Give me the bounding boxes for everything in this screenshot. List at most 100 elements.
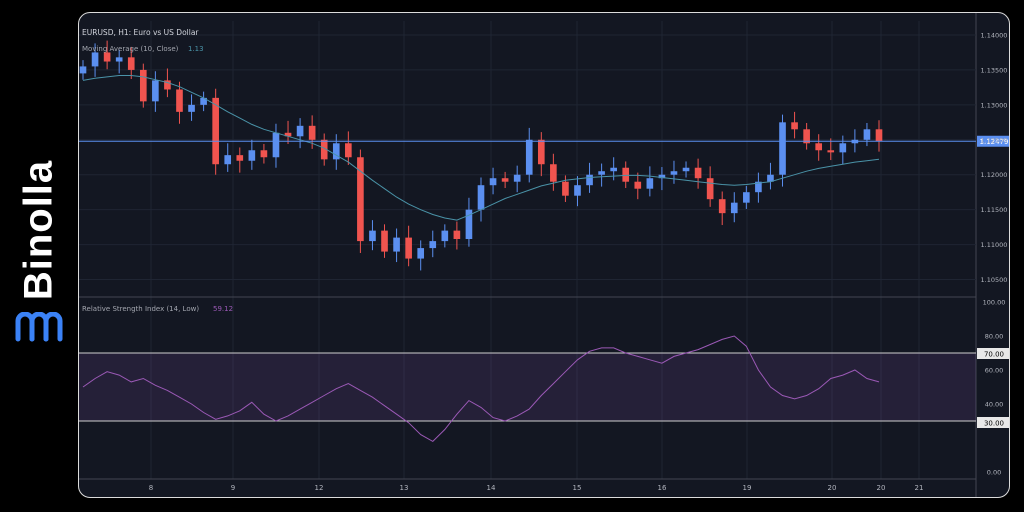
candle-body bbox=[863, 129, 871, 140]
binolla-logo-icon bbox=[15, 312, 63, 342]
x-tick-label: 20 bbox=[828, 484, 837, 492]
x-tick-label: 9 bbox=[231, 484, 235, 492]
candle-body bbox=[586, 174, 593, 186]
candle-body bbox=[115, 57, 123, 62]
rsi-tick-label: 0.00 bbox=[987, 469, 1001, 477]
x-tick-label: 14 bbox=[487, 484, 496, 492]
chart-frame: 1.12479 1.14000 1.13500 1.13000 1.12500 1.12… bbox=[78, 12, 1010, 498]
candle-body bbox=[284, 132, 292, 137]
candle-body bbox=[393, 237, 400, 252]
candle-body bbox=[465, 209, 473, 240]
candle-body bbox=[236, 155, 244, 161]
candle-body bbox=[441, 230, 449, 242]
candle-body bbox=[610, 167, 617, 172]
candle-body bbox=[658, 174, 666, 179]
price-tick-label: 1.14000 bbox=[981, 31, 1008, 39]
x-tick-label: 12 bbox=[315, 484, 324, 492]
candle-body bbox=[815, 143, 823, 151]
price-tick-label: 1.11500 bbox=[981, 206, 1008, 214]
candle-body bbox=[718, 199, 726, 214]
candle-body bbox=[477, 185, 485, 210]
candle-body bbox=[803, 129, 810, 144]
price-tick-label: 1.11000 bbox=[981, 241, 1008, 249]
candle-body bbox=[103, 52, 111, 62]
candle-body bbox=[622, 167, 630, 182]
x-tick-label: 19 bbox=[743, 484, 752, 492]
price-tick-label: 1.12500 bbox=[981, 136, 1008, 144]
candle-body bbox=[755, 181, 762, 193]
candle-body bbox=[79, 66, 87, 74]
rsi-upper-label: 70.00 bbox=[984, 351, 1004, 359]
candle-body bbox=[694, 167, 702, 179]
moving-average-line bbox=[82, 75, 880, 221]
candle-body bbox=[767, 174, 774, 182]
ma-indicator-value: 1.13 bbox=[188, 45, 204, 53]
candle-body bbox=[429, 241, 437, 249]
candle-body bbox=[730, 202, 738, 214]
x-tick-label: 20 bbox=[877, 484, 886, 492]
candle-body bbox=[706, 178, 714, 200]
candle-body bbox=[670, 171, 678, 175]
candle-body bbox=[296, 125, 304, 137]
candle-body bbox=[369, 230, 376, 242]
rsi-tick-label: 100.00 bbox=[983, 299, 1006, 307]
candle-body bbox=[489, 178, 497, 186]
candle-body bbox=[272, 132, 280, 158]
candle-body bbox=[513, 174, 521, 182]
rsi-tick-label: 80.00 bbox=[985, 333, 1004, 341]
x-tick-label: 15 bbox=[573, 484, 582, 492]
candle-body bbox=[839, 143, 847, 153]
candle-body bbox=[598, 171, 605, 175]
candle-body bbox=[562, 181, 569, 196]
rsi-tick-label: 60.00 bbox=[985, 367, 1004, 375]
price-axis: 1.14000 1.13500 1.13000 1.12500 1.12000 1.115… bbox=[981, 31, 1008, 284]
candle-body bbox=[139, 69, 147, 102]
candle-body bbox=[550, 164, 557, 182]
candle-body bbox=[308, 125, 316, 140]
candle-body bbox=[200, 97, 207, 105]
price-tick-label: 1.12000 bbox=[981, 171, 1008, 179]
rsi-tick-label: 40.00 bbox=[985, 401, 1004, 409]
candle-body bbox=[332, 143, 340, 160]
brand-sidebar: Binolla bbox=[0, 0, 78, 512]
x-tick-label: 8 bbox=[149, 484, 153, 492]
candle-body bbox=[188, 104, 195, 112]
x-tick-label: 21 bbox=[915, 484, 924, 492]
candle-body bbox=[574, 185, 581, 196]
time-axis: 8 9 12 13 14 15 16 19 20 20 21 bbox=[149, 484, 924, 492]
rsi-lower-tag bbox=[977, 417, 1009, 428]
brand-name: Binolla bbox=[16, 159, 61, 301]
price-chart[interactable]: 1.12479 1.14000 1.13500 1.13000 1.12500 1.12… bbox=[79, 13, 1010, 498]
candle-body bbox=[164, 80, 171, 90]
rsi-axis: 100.00 80.00 60.00 40.00 0.00 bbox=[983, 299, 1006, 477]
current-price-label: 1.12479 bbox=[980, 138, 1009, 146]
candle-body bbox=[875, 129, 883, 142]
x-tick-label: 13 bbox=[400, 484, 409, 492]
chart-title: EURUSD, H1: Euro vs US Dollar bbox=[82, 28, 199, 37]
candle-body bbox=[779, 122, 786, 175]
candle-body bbox=[417, 248, 425, 259]
candle-body bbox=[176, 89, 183, 112]
candle-body bbox=[224, 155, 232, 165]
rsi-indicator-value: 59.12 bbox=[213, 305, 233, 313]
price-tick-label: 1.13000 bbox=[981, 101, 1008, 109]
candle-body bbox=[453, 230, 461, 240]
candle-body bbox=[152, 80, 159, 102]
candle-series bbox=[79, 40, 883, 271]
candle-body bbox=[646, 178, 654, 189]
rsi-lower-label: 30.00 bbox=[984, 420, 1004, 428]
price-tick-label: 1.10500 bbox=[981, 276, 1008, 284]
candle-body bbox=[320, 139, 328, 160]
candle-body bbox=[634, 181, 642, 189]
rsi-indicator-label: Relative Strength Index (14, Low) bbox=[82, 305, 199, 313]
current-price-tag bbox=[977, 135, 1009, 147]
rsi-line bbox=[82, 335, 880, 443]
candle-body bbox=[405, 237, 412, 259]
candle-body bbox=[537, 139, 545, 165]
candle-body bbox=[248, 150, 256, 161]
candle-body bbox=[827, 150, 835, 153]
candle-body bbox=[381, 230, 388, 252]
rsi-upper-tag bbox=[977, 348, 1009, 359]
price-tick-label: 1.13500 bbox=[981, 66, 1008, 74]
candle-body bbox=[127, 57, 135, 70]
